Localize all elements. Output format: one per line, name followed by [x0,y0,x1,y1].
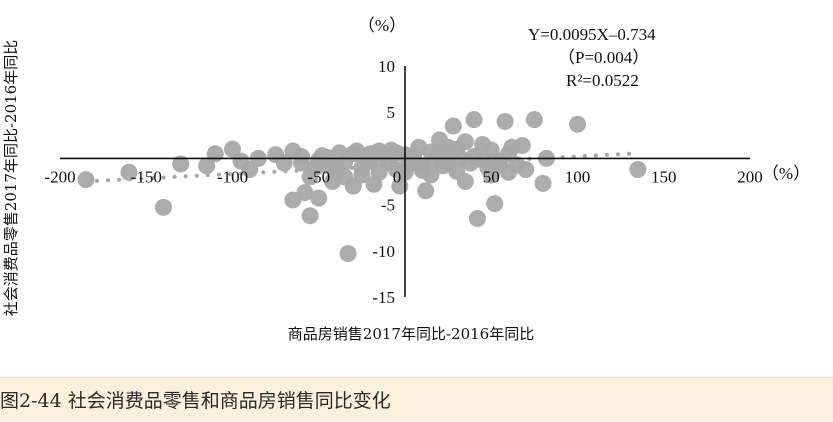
scatter-point [486,195,504,213]
x-tick-label: 150 [651,167,677,186]
scatter-point [310,189,328,207]
y-unit-label: （%） [358,16,406,35]
scatter-points [77,111,647,263]
scatter-point [465,148,483,166]
scatter-point [224,140,241,158]
scatter-point [417,182,435,200]
scatter-point [301,168,319,186]
scatter-point [336,168,354,186]
scatter-chart: -200 -150 -100 -50 0 50 100 150 200 10 5 -5 -10 -15 … [2,16,810,343]
scatter-point [513,136,531,154]
x-tick-label: -200 [44,167,75,186]
scatter-point [468,209,486,227]
x-tick-label: 100 [565,167,591,186]
x-unit-label: （%） [762,164,810,183]
r-squared-annotation: R²=0.0522 [566,71,639,90]
y-axis-title: 社会消费品零售2017年同比-2016年同比 [2,40,20,316]
x-tick-label: -50 [307,167,330,186]
figure-caption-bar: 图2-44 社会消费品零售和商品房销售同比变化 [0,377,833,422]
y-tick-label: -10 [372,242,395,261]
scatter-point [310,151,328,169]
scatter-point [284,142,302,160]
x-axis-title: 商品房销售2017年同比-2016年同比 [288,325,534,343]
scatter-point [339,245,357,263]
scatter-point [172,155,190,173]
x-tick-label: 200 [737,167,763,186]
scatter-point [517,160,535,178]
regression-equation: Y=0.0095X–0.734 [528,25,656,44]
chart-canvas: -200 -150 -100 -50 0 50 100 150 200 105-5-10-15 … [2,16,810,343]
scatter-point [206,145,224,163]
scatter-point [370,142,388,160]
scatter-point [198,157,216,175]
x-tick-label: -100 [217,167,248,186]
x-tick-label: -150 [131,167,162,186]
scatter-point [77,171,95,189]
scatter-point [391,177,409,195]
p-value-annotation: （P=0.004） [558,48,649,67]
scatter-point [474,136,492,154]
scatter-point [465,111,483,129]
scatter-point [344,145,362,163]
y-tick-label: 10 [378,57,395,76]
scatter-point [534,174,552,192]
scatter-point [525,111,543,129]
figure-caption: 图2-44 社会消费品零售和商品房销售同比变化 [0,390,391,412]
scatter-point [353,166,371,184]
scatter-point [387,144,405,162]
scatter-point [456,173,474,190]
y-tick-label: 5 [387,103,396,122]
scatter-point [155,198,172,216]
scatter-point [444,117,462,135]
scatter-point [629,160,647,178]
x-tick-label: 0 [393,167,402,186]
scatter-point [431,146,448,164]
scatter-point [120,163,138,181]
scatter-point [496,112,514,130]
axes-group [60,66,750,297]
scatter-point [500,145,517,163]
x-tick-label: 50 [483,167,500,186]
scatter-point [296,184,314,202]
scatter-point [413,158,431,176]
scatter-point [569,115,586,133]
scatter-point [301,207,319,225]
x-tick-labels: -200 -150 -100 -50 0 50 100 150 200 [44,167,762,186]
y-tick-labels: 10 5 -5 -10 -15 [372,57,395,307]
y-tick-label: -5 [381,196,395,215]
y-tick-label: -15 [372,288,395,307]
